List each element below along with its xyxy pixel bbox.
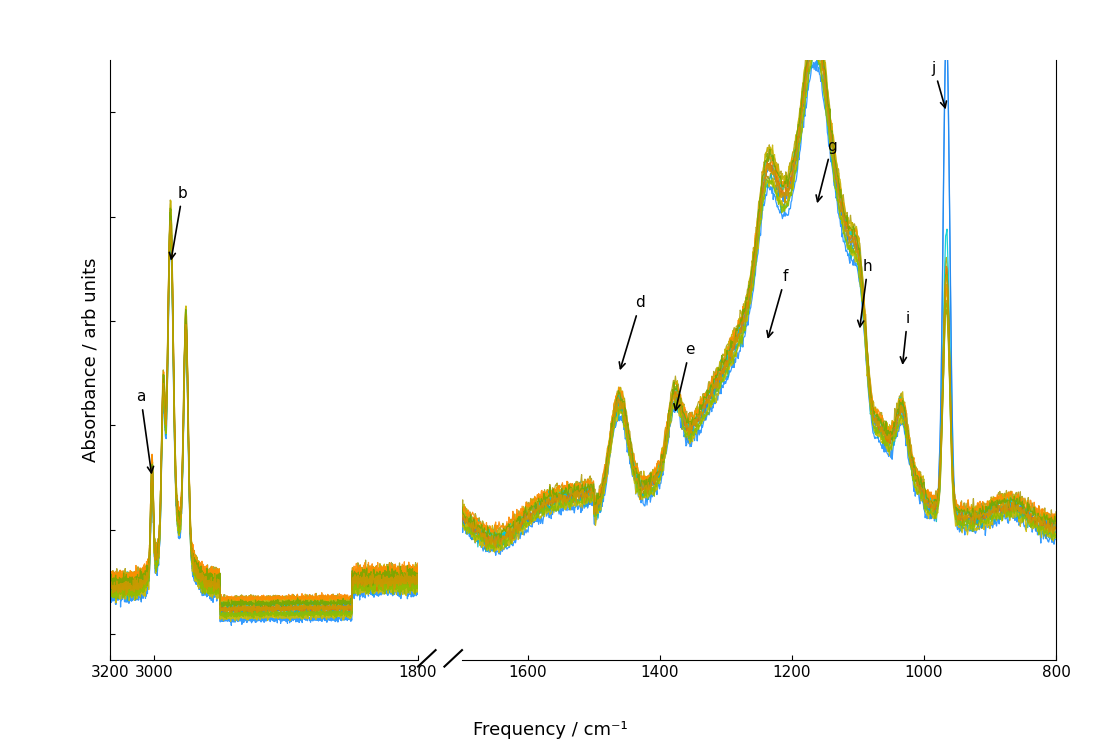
Text: d: d (619, 296, 645, 368)
Y-axis label: Absorbance / arb units: Absorbance / arb units (81, 258, 100, 462)
Text: j: j (932, 61, 946, 108)
Text: b: b (169, 186, 187, 259)
Text: i: i (900, 311, 910, 363)
Text: g: g (816, 139, 836, 202)
Text: Frequency / cm⁻¹: Frequency / cm⁻¹ (473, 721, 627, 739)
Text: h: h (858, 259, 872, 327)
Text: f: f (767, 269, 788, 338)
Text: a: a (136, 389, 154, 472)
Text: e: e (674, 343, 694, 410)
